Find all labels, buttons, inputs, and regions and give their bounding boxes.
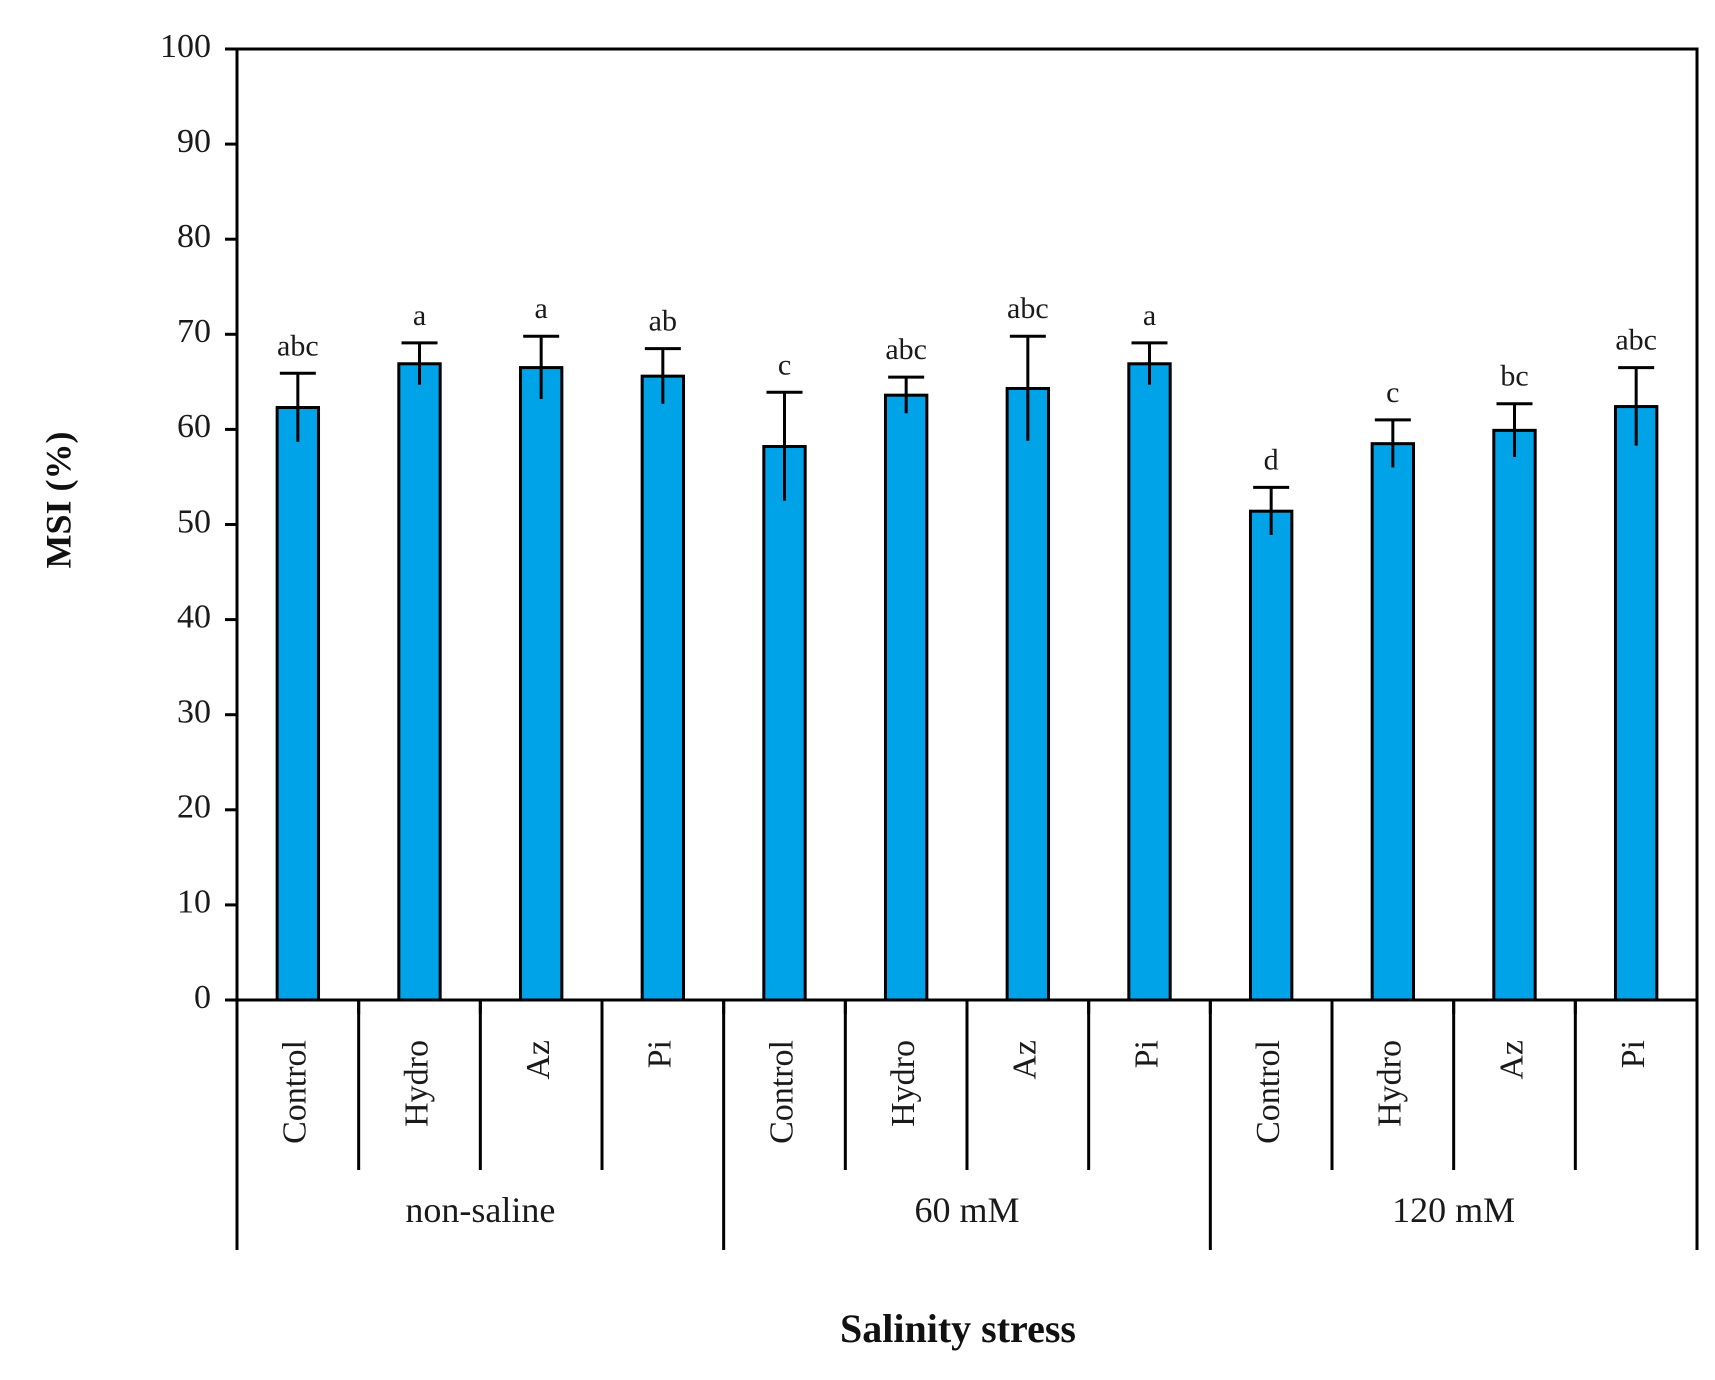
category-label: Az [520, 1040, 557, 1080]
significance-letter: d [1264, 443, 1279, 476]
bar [1127, 362, 1172, 1002]
bars [275, 362, 1659, 1002]
category-label: Pi [642, 1040, 679, 1068]
category-label: Hydro [1372, 1040, 1409, 1127]
category-label: Az [1493, 1040, 1530, 1080]
category-label: Hydro [398, 1040, 435, 1127]
axes: 0 10 20 30 40 50 60 70 80 90 100 [160, 28, 1699, 1016]
bar [883, 393, 929, 1002]
bar [1370, 442, 1416, 1002]
error-bars [279, 334, 1655, 535]
bar [762, 445, 807, 1002]
significance-letter: c [778, 348, 791, 381]
group-label: 120 mM [1392, 1190, 1515, 1230]
y-tick-label: 0 [194, 979, 211, 1016]
y-tick-label: 20 [177, 789, 211, 826]
group-label: 60 mM [914, 1190, 1019, 1230]
category-label: Pi [1615, 1040, 1652, 1068]
bar [275, 406, 321, 1002]
category-label: Control [1250, 1040, 1287, 1144]
category-label: Pi [1128, 1040, 1165, 1068]
x-axis-label: Salinity stress [840, 1306, 1076, 1351]
significance-letter: abc [885, 333, 927, 366]
bar [640, 374, 686, 1002]
y-tick-label: 30 [177, 693, 211, 730]
significance-letter: a [535, 292, 548, 325]
significance-letter: abc [277, 329, 319, 362]
y-tick-label: 70 [177, 313, 211, 350]
significance-letter: c [1386, 376, 1399, 409]
category-label: Az [1007, 1040, 1044, 1080]
bar [518, 366, 564, 1002]
y-tick-label: 50 [177, 503, 211, 540]
y-tick-label: 60 [177, 408, 211, 445]
category-label: Hydro [885, 1040, 922, 1127]
category-axis: Control Hydro Az Pi Control Hydro Az Pi Control H… [235, 1000, 1699, 1250]
significance-letter: ab [649, 305, 677, 338]
significance-letter: bc [1500, 360, 1528, 393]
y-axis-label: MSI (%) [38, 432, 78, 569]
bar [1492, 428, 1537, 1002]
significance-letter: abc [1615, 324, 1657, 357]
category-label: Control [277, 1040, 314, 1144]
y-tick-label: 80 [177, 218, 211, 255]
significance-letter: abc [1007, 292, 1049, 325]
significance-letter: a [1143, 299, 1156, 332]
y-tick-label: 40 [177, 598, 211, 635]
bar [1005, 387, 1051, 1002]
significance-letter: a [413, 299, 426, 332]
y-tick-label: 90 [177, 123, 211, 160]
bar [1248, 509, 1294, 1002]
bar [397, 362, 442, 1002]
plot-frame [235, 47, 1699, 1002]
y-tick-label: 10 [177, 884, 211, 921]
category-label: Control [763, 1040, 800, 1144]
y-tick-label: 100 [160, 28, 211, 65]
bar [1613, 405, 1659, 1002]
group-label: non-saline [405, 1190, 555, 1230]
